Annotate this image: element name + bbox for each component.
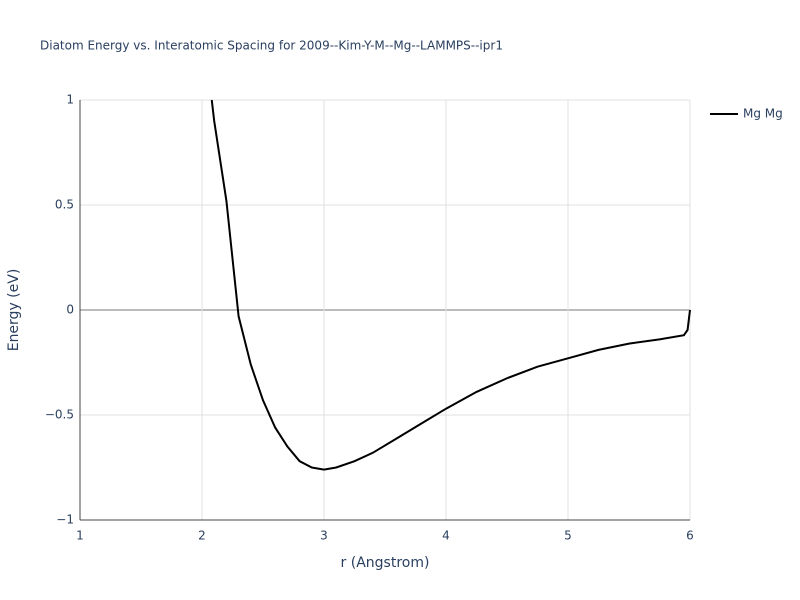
x-tick-label: 4	[442, 529, 450, 543]
x-tick-label: 1	[76, 529, 84, 543]
y-tick-label: −0.5	[45, 408, 74, 422]
y-tick-label: 1	[66, 93, 74, 107]
y-tick-label: −1	[56, 513, 74, 527]
y-axis-label: Energy (eV)	[6, 269, 22, 352]
y-tick-label: 0.5	[55, 198, 74, 212]
x-tick-label: 6	[686, 529, 694, 543]
x-tick-label: 3	[320, 529, 328, 543]
legend-label: Mg Mg	[743, 107, 783, 121]
x-axis-label: r (Angstrom)	[341, 555, 430, 571]
line-series	[210, 99, 691, 471]
x-tick-label: 5	[564, 529, 572, 543]
chart-title: Diatom Energy vs. Interatomic Spacing fo…	[40, 39, 503, 53]
x-tick-label: 2	[198, 529, 206, 543]
y-tick-label: 0	[66, 303, 74, 317]
